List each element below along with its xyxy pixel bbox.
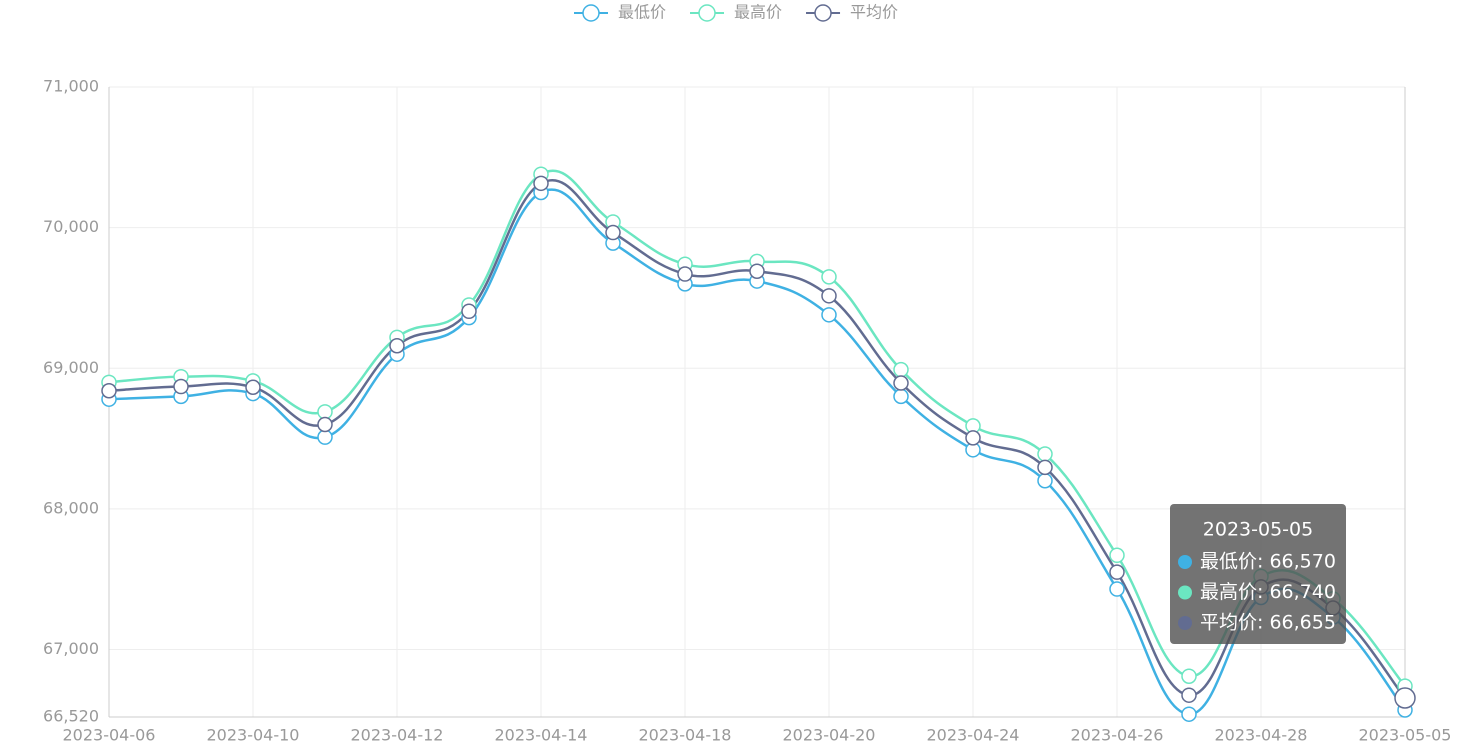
point — [101, 383, 117, 399]
x-tick-label: 2023-04-06 — [63, 726, 156, 745]
y-tick-label: 69,000 — [43, 358, 99, 377]
point — [1181, 687, 1197, 703]
point — [1109, 564, 1125, 580]
point — [821, 269, 837, 285]
legend-label: 最高价 — [734, 3, 782, 22]
point — [173, 378, 189, 395]
tooltip-row: 最低价: 66,570 — [1200, 551, 1336, 573]
y-tick-label: 68,000 — [43, 498, 99, 517]
x-tick-label: 2023-04-24 — [927, 726, 1020, 745]
x-tick-label: 2023-04-26 — [1071, 726, 1164, 745]
x-tick-label: 2023-05-05 — [1359, 726, 1452, 745]
legend-label: 平均价 — [850, 3, 898, 22]
tooltip-title: 2023-05-05 — [1203, 519, 1313, 541]
y-tick-label: 70,000 — [43, 217, 99, 236]
point — [965, 430, 981, 446]
point — [1037, 446, 1053, 462]
point — [821, 288, 837, 304]
tooltip-row: 最高价: 66,740 — [1200, 581, 1336, 603]
tooltip: 2023-05-05 最低价: 66,570 最高价: 66,740 平均价: 66,… — [1170, 504, 1346, 644]
point — [605, 224, 621, 241]
point — [317, 429, 333, 445]
point — [1181, 668, 1197, 684]
legend-icon — [582, 4, 600, 22]
point — [317, 416, 333, 433]
point — [821, 307, 837, 323]
tooltip-dot — [1178, 555, 1192, 569]
x-tick-label: 2023-04-12 — [351, 726, 444, 745]
x-tick-label: 2023-04-28 — [1215, 726, 1308, 745]
y-tick-label: 71,000 — [43, 77, 99, 96]
x-tick-label: 2023-04-14 — [495, 726, 588, 745]
point — [1037, 473, 1053, 489]
tooltip-box — [1170, 504, 1346, 644]
legend-icon — [814, 4, 832, 22]
tooltip-dot — [1178, 585, 1192, 600]
y-tick-label: 67,000 — [43, 639, 99, 658]
point — [893, 375, 909, 391]
point — [245, 379, 261, 395]
point — [533, 175, 549, 192]
x-tick-label: 2023-04-20 — [783, 726, 876, 745]
tooltip-dot — [1178, 616, 1192, 630]
point — [1109, 547, 1125, 564]
point — [1394, 687, 1416, 709]
point — [1181, 706, 1197, 722]
point — [1109, 581, 1125, 597]
point — [1037, 459, 1053, 476]
point — [893, 361, 909, 378]
legend-label: 最低价 — [618, 3, 666, 22]
point — [461, 303, 477, 320]
tooltip-row: 平均价: 66,655 — [1200, 612, 1336, 634]
point — [893, 388, 909, 405]
point — [317, 404, 333, 420]
point — [677, 266, 693, 282]
point — [389, 338, 405, 354]
x-tick-label: 2023-04-18 — [639, 726, 732, 745]
legend-icon — [698, 4, 716, 22]
point — [749, 263, 765, 279]
y-tick-label: 66,520 — [43, 707, 99, 726]
x-tick-label: 2023-04-10 — [207, 726, 300, 745]
